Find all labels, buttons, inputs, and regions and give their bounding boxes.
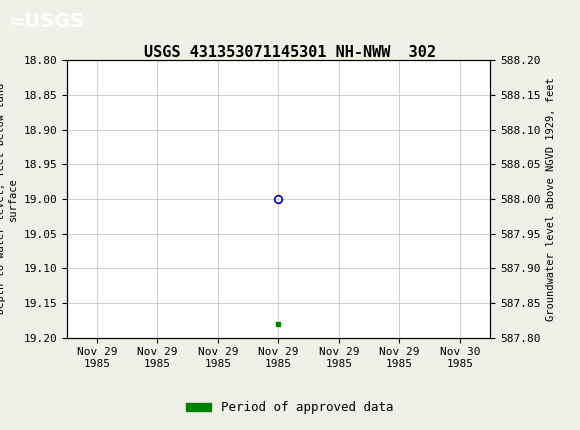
Text: ≈USGS: ≈USGS — [9, 12, 85, 31]
Y-axis label: Depth to water level, feet below land
surface: Depth to water level, feet below land su… — [0, 83, 17, 314]
Legend: Period of approved data: Period of approved data — [181, 396, 399, 419]
Y-axis label: Groundwater level above NGVD 1929, feet: Groundwater level above NGVD 1929, feet — [546, 77, 556, 321]
Text: USGS 431353071145301 NH-NWW  302: USGS 431353071145301 NH-NWW 302 — [144, 45, 436, 60]
